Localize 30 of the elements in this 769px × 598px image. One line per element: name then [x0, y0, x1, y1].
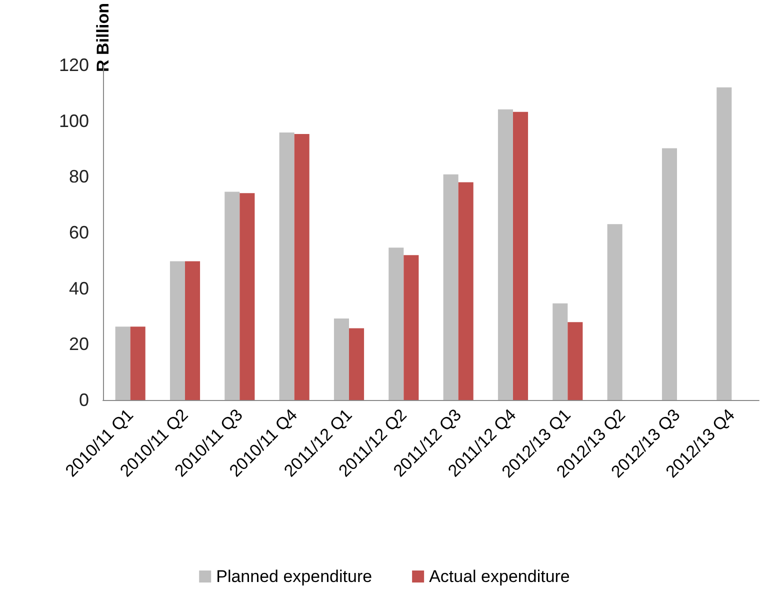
bar	[662, 148, 677, 400]
y-tick-label: 60	[68, 222, 89, 242]
y-tick-label: 0	[78, 390, 89, 410]
bar	[130, 326, 146, 400]
bar	[185, 261, 200, 400]
y-tick-label: 80	[68, 166, 89, 187]
bar	[458, 182, 474, 400]
bar	[170, 261, 185, 400]
y-tick-label: 120	[58, 55, 89, 75]
y-tick-label: 20	[68, 334, 89, 354]
bar	[115, 326, 130, 400]
bar	[568, 322, 583, 400]
bar	[224, 192, 240, 400]
legend-label: Planned expenditure	[216, 567, 372, 586]
y-tick-label: 40	[68, 278, 89, 298]
bar	[349, 328, 364, 400]
bar	[607, 224, 622, 400]
bar	[294, 134, 310, 400]
bar	[443, 174, 458, 400]
bar	[513, 112, 528, 400]
legend-label: Actual expenditure	[429, 567, 570, 586]
bar	[552, 303, 568, 400]
bar	[240, 193, 255, 400]
bar	[716, 87, 732, 400]
bar	[334, 318, 349, 400]
bar	[279, 132, 294, 400]
bar	[388, 248, 404, 400]
bar	[498, 109, 513, 400]
bar	[404, 255, 419, 400]
y-tick-label: 100	[58, 110, 89, 131]
